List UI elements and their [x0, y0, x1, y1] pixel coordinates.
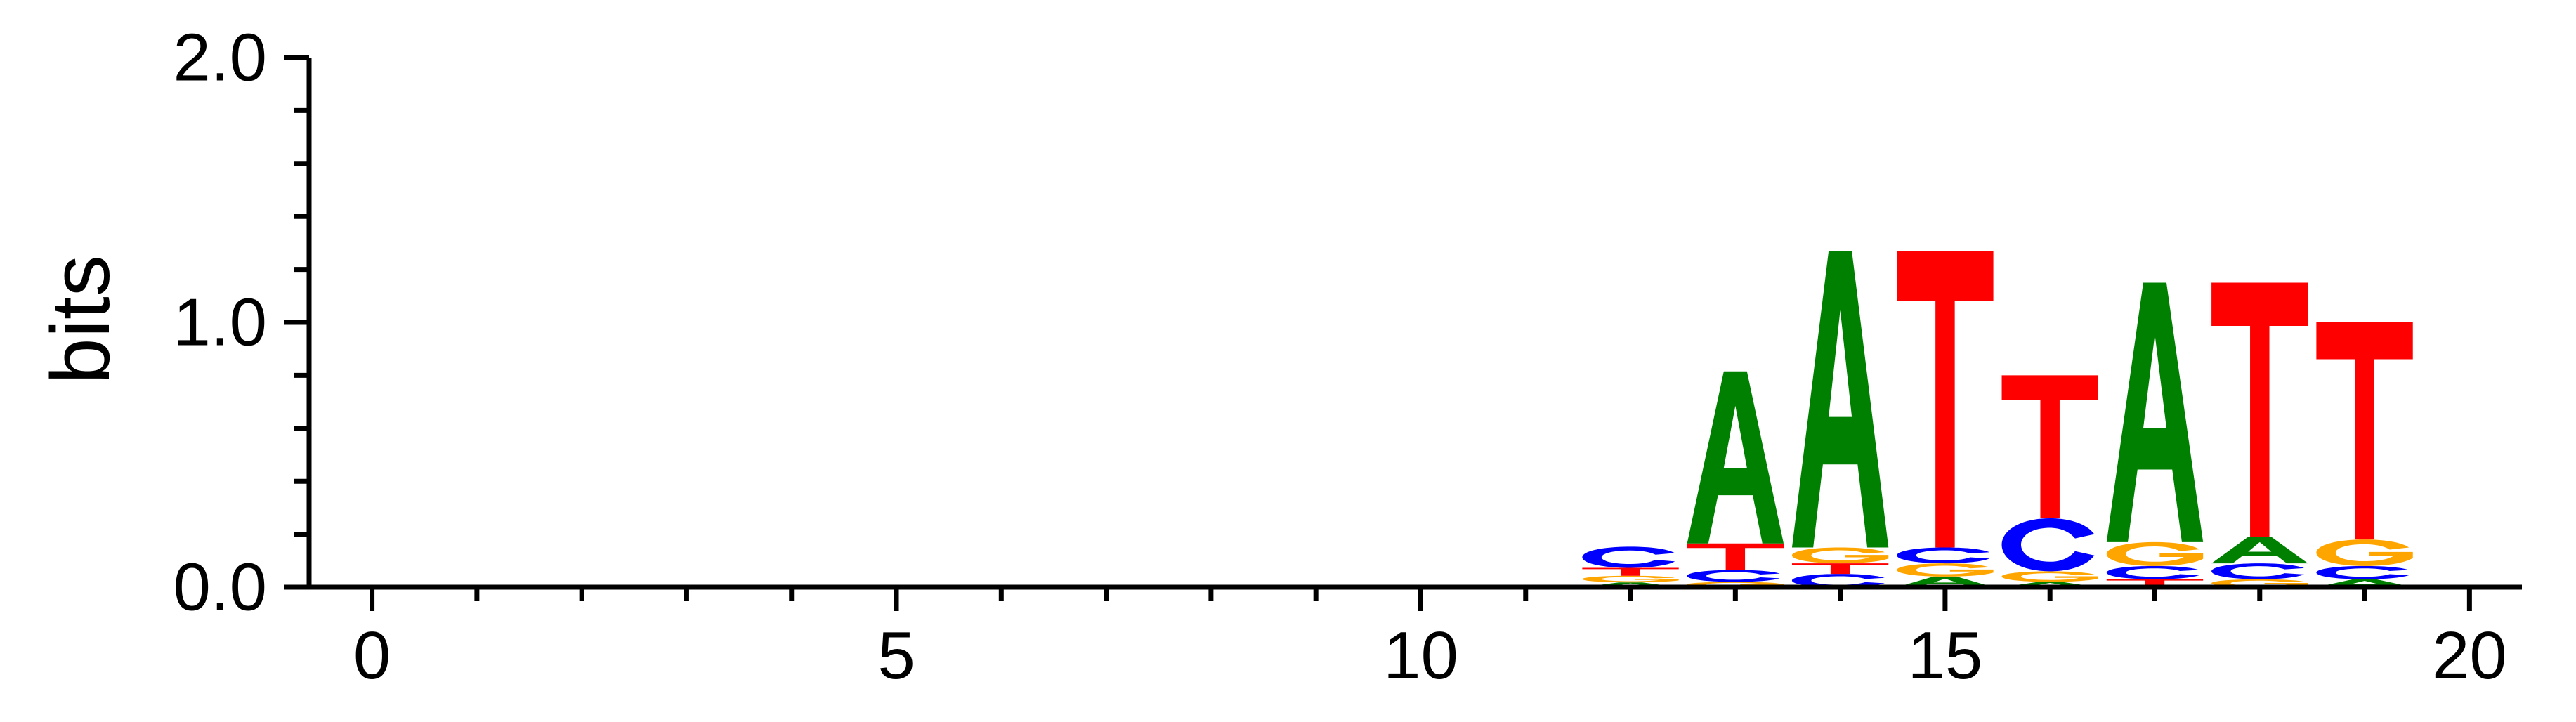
logo-letter-t: T — [1582, 567, 1679, 576]
logo-letter-t: T — [1897, 251, 1994, 548]
logo-letter-g: G — [1897, 563, 1994, 577]
logo-letter-g: G — [1791, 547, 1889, 564]
logo-letter-c: C — [2316, 565, 2410, 579]
logo-column: CTGA — [1791, 251, 1889, 587]
logo-letter-c: C — [1582, 546, 1675, 568]
logo-column: GCAT — [2211, 282, 2308, 587]
logo-column: GCTA — [1687, 371, 1784, 587]
logo-letter-t: T — [2211, 282, 2308, 537]
logo-letter-a: A — [1687, 371, 1784, 544]
logo-letter-a: A — [2211, 537, 2308, 564]
logo-letter-t: T — [2106, 579, 2204, 587]
logo-letter-t: T — [2001, 375, 2098, 518]
logo-letter-t: T — [1687, 543, 1784, 570]
x-tick-label: 20 — [2432, 618, 2507, 693]
y-tick-label: 0.0 — [174, 550, 267, 625]
logo-letter-c: C — [1897, 547, 1990, 564]
logo-letter-c: C — [1687, 570, 1780, 582]
logo-letter-c: C — [2106, 565, 2199, 579]
logo-column: AGCT — [2001, 375, 2098, 587]
logo-column: ACGT — [2316, 322, 2413, 587]
y-tick-label: 2.0 — [174, 20, 267, 96]
logo-letter-c: C — [2211, 563, 2304, 579]
logo-letter-t: T — [1791, 563, 1889, 575]
logo-letter-g: G — [2001, 571, 2098, 582]
logo-letter-a: A — [2106, 282, 2204, 542]
logo-letters: AGTCGCTACTGAAGCTAGCTTCGAGCATACGT — [1582, 251, 2413, 587]
x-tick-label: 0 — [353, 618, 391, 693]
logo-letter-a: A — [1791, 251, 1889, 548]
x-tick-label: 5 — [877, 618, 915, 693]
logo-column: AGTC — [1582, 546, 1679, 587]
logo-letter-t: T — [2316, 322, 2413, 540]
logo-letter-g: G — [2106, 542, 2204, 566]
logo-column: TCGA — [2106, 282, 2204, 587]
axes: 0.0 1.0 2.0 0 5 10 15 20 — [174, 20, 2522, 693]
y-tick-label: 1.0 — [174, 285, 267, 360]
logo-letter-g: G — [1582, 575, 1679, 583]
logo-column: AGCT — [1897, 251, 1994, 587]
x-tick-label: 10 — [1383, 618, 1458, 693]
logo-letter-g: G — [2316, 539, 2413, 566]
logo-letter-c: C — [2001, 518, 2095, 572]
logo-letter-a: A — [1897, 576, 1994, 587]
logo-letter-c: C — [1791, 574, 1885, 587]
y-axis-title: bits — [34, 255, 127, 384]
x-tick-label: 15 — [1908, 618, 1983, 693]
